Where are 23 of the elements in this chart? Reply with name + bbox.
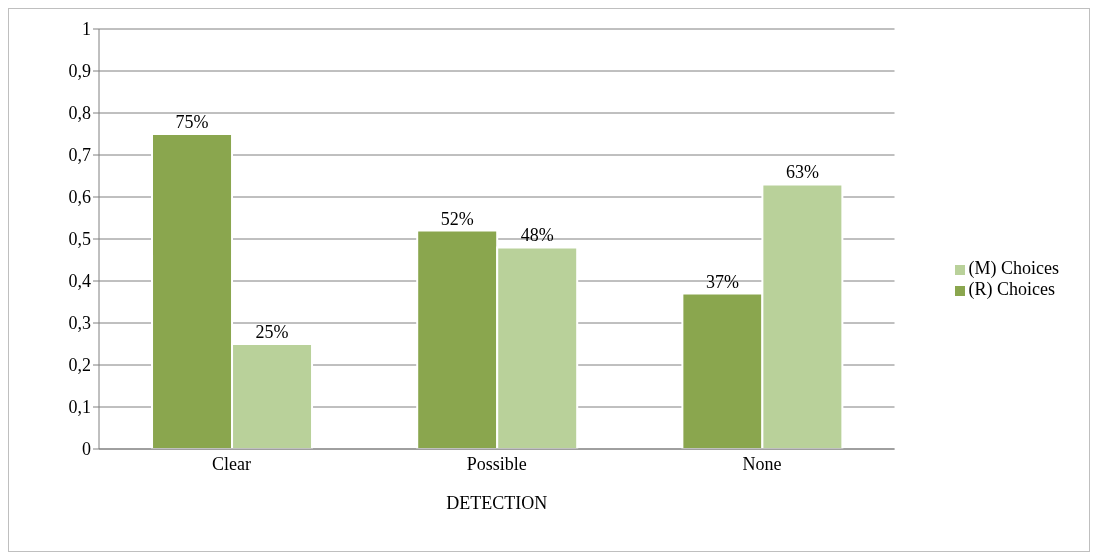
y-tick-label: 0,1 (68, 397, 91, 418)
data-label: 63% (785, 162, 819, 183)
data-label: 25% (255, 322, 289, 342)
y-tick-label: 0,2 (68, 355, 91, 376)
y-tick-label: 1 (82, 19, 91, 40)
y-tick-label: 0,8 (68, 103, 91, 124)
y-tick-label: 0 (82, 439, 91, 460)
data-label: 75% (175, 112, 209, 132)
x-tick-label: Possible (466, 453, 527, 474)
data-label: 37% (705, 271, 739, 292)
legend-label: (M) Choices (968, 258, 1059, 278)
y-tick-label: 0,6 (68, 187, 91, 208)
data-label: 48% (520, 225, 554, 246)
y-tick-label: 0,4 (68, 271, 91, 292)
x-tick-label: Clear (212, 453, 252, 474)
data-label: 52% (440, 208, 474, 229)
y-tick-label: 0,5 (68, 229, 91, 250)
y-tick-label: 0,3 (68, 313, 91, 334)
x-axis-title: DETECTION (446, 493, 548, 513)
y-tick-label: 0,9 (68, 61, 91, 82)
x-tick-label: None (742, 453, 782, 474)
legend-label: (R) Choices (968, 279, 1055, 299)
y-tick-label: 0,7 (68, 145, 91, 166)
